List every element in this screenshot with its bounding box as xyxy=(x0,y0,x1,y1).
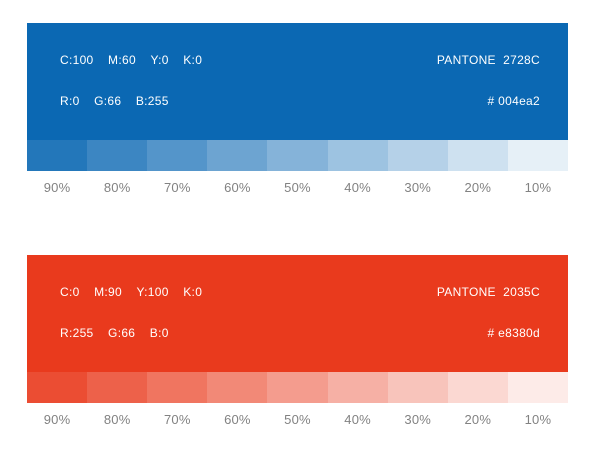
spec-row-top: C:0 M:90 Y:100 K:0 PANTONE 2035C xyxy=(60,285,540,299)
tint-label-20%: 20% xyxy=(464,412,492,427)
tint-label-60%: 60% xyxy=(224,412,251,427)
tint-label-10%: 10% xyxy=(524,180,552,195)
tint-cell-50% xyxy=(267,140,328,171)
rgb-values: R:255 G:66 B:0 xyxy=(60,326,169,340)
blue-color-section: C:100 M:60 Y:0 K:0 PANTONE 2728C R:0 G:6… xyxy=(27,23,568,195)
cmyk-values: C:0 M:90 Y:100 K:0 xyxy=(60,285,203,299)
color-spec-sheet: C:100 M:60 Y:0 K:0 PANTONE 2728C R:0 G:6… xyxy=(27,23,568,427)
tint-label-40%: 40% xyxy=(344,412,371,427)
tint-cell-70% xyxy=(147,140,208,171)
tint-cell-60% xyxy=(207,140,268,171)
cmyk-values: C:100 M:60 Y:0 K:0 xyxy=(60,53,203,67)
tint-label-90%: 90% xyxy=(43,412,71,427)
tint-cell-70% xyxy=(147,372,208,403)
tint-strip xyxy=(27,372,568,403)
tint-cell-10% xyxy=(507,372,568,403)
tint-label-40%: 40% xyxy=(344,180,371,195)
tint-label-90%: 90% xyxy=(43,180,71,195)
tint-label-50%: 50% xyxy=(284,180,311,195)
tint-label-10%: 10% xyxy=(524,412,552,427)
tint-label-20%: 20% xyxy=(464,180,492,195)
rgb-values: R:0 G:66 B:255 xyxy=(60,94,169,108)
tint-cell-60% xyxy=(207,372,268,403)
spec-row-bottom: R:255 G:66 B:0 # e8380d xyxy=(60,326,540,340)
tint-cell-20% xyxy=(447,140,508,171)
blue-color-swatch-panel: C:100 M:60 Y:0 K:0 PANTONE 2728C R:0 G:6… xyxy=(27,23,568,140)
tint-label-70%: 70% xyxy=(163,412,191,427)
tint-label-60%: 60% xyxy=(224,180,251,195)
pantone-name: PANTONE 2035C xyxy=(436,285,540,299)
tint-label-row: 90% 80% 70% 60% 50% 40% 30% 20% 10% xyxy=(27,412,568,427)
tint-label-30%: 30% xyxy=(404,412,432,427)
tint-cell-20% xyxy=(447,372,508,403)
red-color-swatch-panel: C:0 M:90 Y:100 K:0 PANTONE 2035C R:255 G… xyxy=(27,255,568,372)
tint-strip xyxy=(27,140,568,171)
tint-label-30%: 30% xyxy=(404,180,432,195)
tint-label-row: 90% 80% 70% 60% 50% 40% 30% 20% 10% xyxy=(27,180,568,195)
pantone-name: PANTONE 2728C xyxy=(436,53,540,67)
tint-cell-50% xyxy=(267,372,328,403)
tint-label-50%: 50% xyxy=(284,412,311,427)
tint-cell-10% xyxy=(507,140,568,171)
tint-cell-30% xyxy=(387,140,448,171)
hex-value: # 004ea2 xyxy=(487,94,540,108)
tint-cell-30% xyxy=(387,372,448,403)
tint-cell-90% xyxy=(27,140,88,171)
tint-label-80%: 80% xyxy=(103,412,131,427)
red-color-section: C:0 M:90 Y:100 K:0 PANTONE 2035C R:255 G… xyxy=(27,255,568,427)
tint-cell-40% xyxy=(327,372,388,403)
tint-cell-40% xyxy=(327,140,388,171)
spec-row-top: C:100 M:60 Y:0 K:0 PANTONE 2728C xyxy=(60,53,540,67)
tint-cell-90% xyxy=(27,372,88,403)
tint-label-80%: 80% xyxy=(103,180,131,195)
tint-label-70%: 70% xyxy=(163,180,191,195)
spec-row-bottom: R:0 G:66 B:255 # 004ea2 xyxy=(60,94,540,108)
tint-cell-80% xyxy=(87,140,148,171)
tint-cell-80% xyxy=(87,372,148,403)
hex-value: # e8380d xyxy=(487,326,540,340)
